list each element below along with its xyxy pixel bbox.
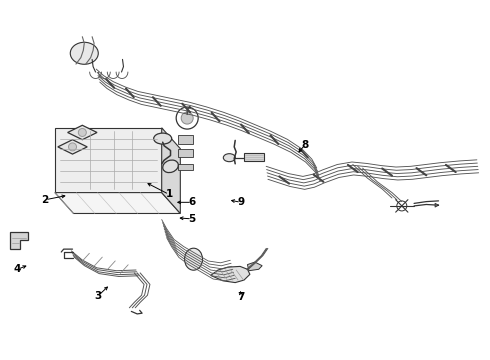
Polygon shape [68,125,97,140]
Text: 4: 4 [14,264,22,274]
Polygon shape [247,262,262,271]
Polygon shape [162,128,180,213]
Polygon shape [178,135,193,144]
Polygon shape [10,232,28,249]
Text: 9: 9 [238,197,245,207]
Ellipse shape [154,133,172,144]
Circle shape [176,107,198,129]
Text: 1: 1 [166,189,172,199]
Text: 6: 6 [189,197,196,207]
Circle shape [397,201,407,211]
Text: 5: 5 [189,214,196,224]
Polygon shape [244,153,264,161]
Polygon shape [211,266,250,283]
Ellipse shape [70,42,98,64]
Circle shape [69,143,76,151]
Polygon shape [58,140,87,154]
Ellipse shape [185,248,202,270]
Text: 2: 2 [42,195,49,205]
Text: 3: 3 [95,291,101,301]
Text: 7: 7 [237,292,245,302]
Text: 8: 8 [301,140,308,150]
Polygon shape [55,128,162,193]
Ellipse shape [223,154,235,162]
Circle shape [78,129,86,136]
Polygon shape [178,164,193,170]
Ellipse shape [163,160,178,172]
Circle shape [181,112,193,124]
Polygon shape [178,149,193,157]
Polygon shape [55,193,180,213]
